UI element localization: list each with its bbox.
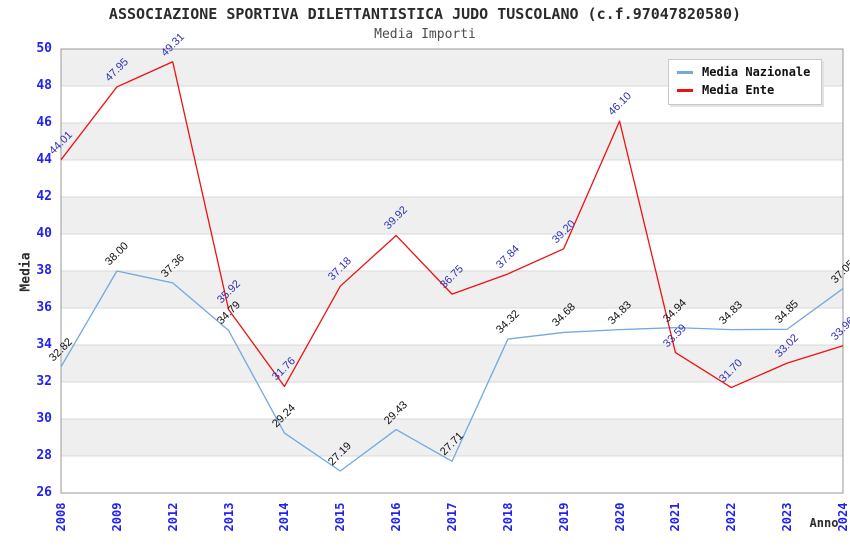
grid-band	[61, 419, 843, 456]
x-tick-label: 2014	[277, 502, 292, 532]
x-tick-label: 2022	[724, 502, 739, 532]
x-tick-label: 2024	[836, 502, 850, 532]
legend: Media Nazionale Media Ente	[668, 59, 823, 105]
x-tick-label: 2021	[668, 502, 683, 532]
x-tick-label: 2023	[780, 502, 795, 532]
y-tick-label: 34	[36, 337, 52, 352]
legend-line-swatch-nazionale	[677, 70, 693, 74]
chart-title: ASSOCIAZIONE SPORTIVA DILETTANTISTICA JU…	[108, 5, 742, 23]
x-tick-label: 2013	[221, 502, 236, 532]
x-tick-label: 2015	[333, 502, 348, 532]
chart-subtitle: Media Importi	[374, 27, 476, 42]
legend-item-media-nazionale: Media Nazionale	[677, 65, 810, 79]
y-tick-label: 36	[36, 300, 52, 315]
y-tick-label: 30	[36, 411, 52, 426]
x-tick-label: 2020	[612, 502, 627, 532]
y-tick-label: 46	[36, 115, 52, 130]
y-tick-label: 32	[36, 374, 52, 389]
grid-band	[61, 456, 843, 493]
grid-band	[61, 308, 843, 345]
y-tick-label: 44	[36, 152, 52, 167]
x-tick-label: 2009	[109, 502, 124, 532]
x-tick-label: 2008	[54, 502, 68, 532]
x-tick-label: 2017	[445, 502, 459, 532]
x-tick-label: 2019	[556, 502, 571, 532]
series-line-media-nazionale	[60, 270, 844, 472]
y-tick-label: 48	[36, 78, 52, 93]
x-tick-label: 2018	[500, 502, 515, 532]
legend-item-media-ente: Media Ente	[677, 83, 810, 97]
grid-band	[61, 123, 843, 160]
y-tick-label: 26	[36, 485, 52, 500]
grid-band	[61, 271, 843, 308]
x-axis-title: Anno	[809, 516, 839, 530]
y-tick-label: 42	[36, 189, 52, 204]
y-tick-label: 38	[36, 263, 52, 278]
plot-border	[60, 48, 844, 494]
y-tick-label: 50	[36, 41, 52, 56]
x-tick-label: 2012	[165, 502, 180, 532]
series-line-media-ente	[60, 61, 844, 389]
legend-label-nazionale: Media Nazionale	[702, 65, 811, 79]
grid-band	[61, 234, 843, 271]
grid-band	[61, 382, 843, 419]
y-tick-label: 40	[36, 226, 52, 241]
grid-band	[61, 197, 843, 234]
legend-line-swatch-ente	[677, 88, 693, 92]
y-tick-label: 28	[36, 448, 52, 463]
grid-band	[61, 160, 843, 197]
legend-label-ente: Media Ente	[702, 83, 775, 97]
x-tick-label: 2016	[389, 502, 404, 532]
